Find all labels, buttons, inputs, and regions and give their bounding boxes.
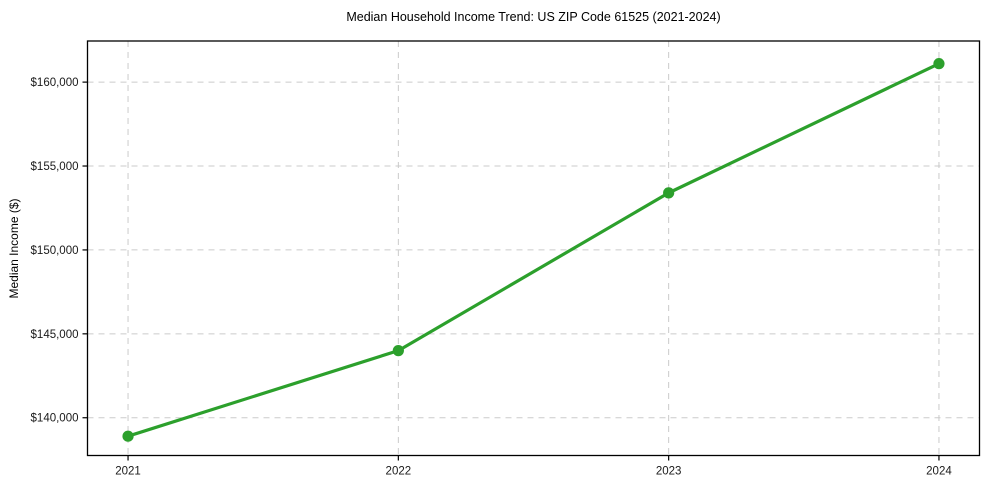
- grid-layer: [87, 41, 980, 456]
- y-tick-label: $140,000: [31, 413, 79, 425]
- x-tick-label: 2021: [115, 466, 141, 478]
- plot-border: [86, 40, 981, 457]
- y-tick-label: $155,000: [31, 161, 79, 173]
- x-tick-label: 2022: [386, 466, 412, 478]
- y-tick-label: $160,000: [31, 77, 79, 89]
- data-point-marker: [122, 430, 134, 442]
- data-point-marker: [663, 187, 675, 199]
- data-point-marker: [933, 58, 945, 70]
- y-axis-label: Median Income ($): [7, 198, 21, 298]
- x-tick-label: 2023: [656, 466, 682, 478]
- axis-layer: $140,000 $145,000 $150,000 $155,000 $160,000…: [31, 40, 981, 478]
- series-layer: [122, 58, 945, 442]
- chart-title: Median Household Income Trend: US ZIP Co…: [346, 10, 720, 24]
- data-point-marker: [392, 345, 404, 357]
- y-tick-label: $145,000: [31, 329, 79, 341]
- x-tick-label: 2024: [926, 466, 952, 478]
- income-trend-line: [126, 62, 941, 438]
- y-tick-label: $150,000: [31, 245, 79, 257]
